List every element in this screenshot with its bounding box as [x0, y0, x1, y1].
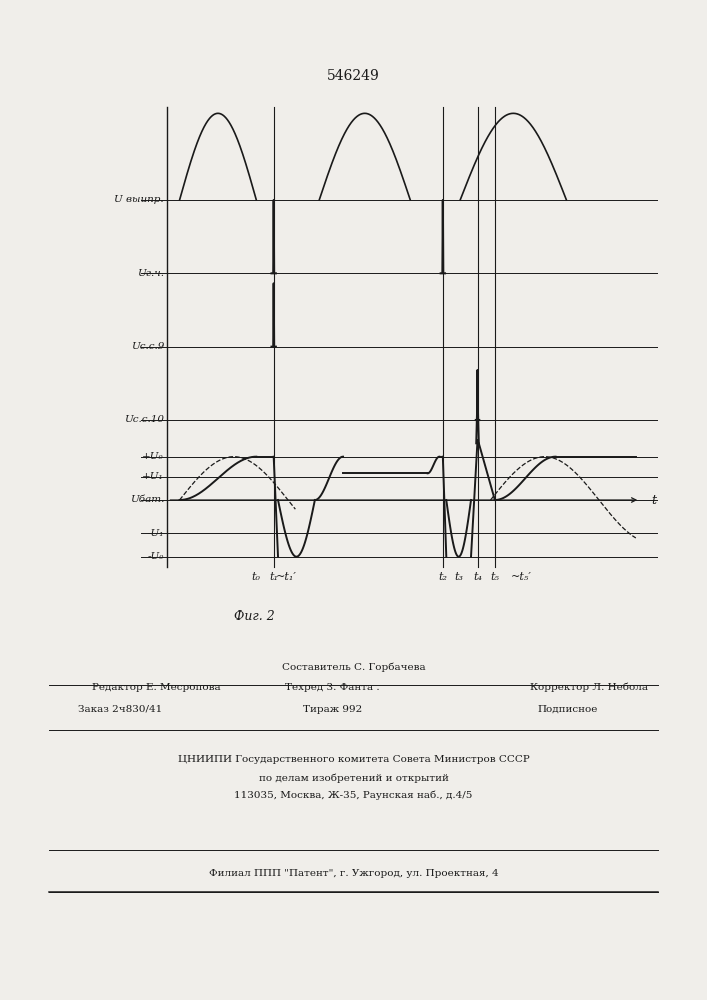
- Text: -U₁: -U₁: [148, 529, 164, 538]
- Text: Фиг. 2: Фиг. 2: [234, 609, 275, 622]
- Text: по делам изобретений и открытий: по делам изобретений и открытий: [259, 773, 448, 783]
- Text: Uг.ч.: Uг.ч.: [137, 269, 164, 278]
- Text: Техред 3. Фанта .: Техред 3. Фанта .: [285, 682, 380, 692]
- Text: Uс.с.10: Uс.с.10: [124, 416, 164, 424]
- Text: Корректор Л. Небола: Корректор Л. Небола: [530, 682, 648, 692]
- Text: Филиал ППП "Патент", г. Ужгород, ул. Проектная, 4: Филиал ППП "Патент", г. Ужгород, ул. Про…: [209, 868, 498, 878]
- Text: t₂: t₂: [438, 572, 448, 582]
- Text: -U₀: -U₀: [148, 552, 164, 561]
- Text: 113035, Москва, Ж-35, Раунская наб., д.4/5: 113035, Москва, Ж-35, Раунская наб., д.4…: [234, 790, 473, 800]
- Text: Uс.с.9: Uс.с.9: [131, 342, 164, 351]
- Text: ~t₁′: ~t₁′: [276, 572, 297, 582]
- Text: ЦНИИПИ Государственного комитета Совета Министров СССР: ЦНИИПИ Государственного комитета Совета …: [177, 756, 530, 764]
- Text: t₁: t₁: [269, 572, 278, 582]
- Text: +U₁: +U₁: [142, 472, 164, 481]
- Text: t₅: t₅: [491, 572, 499, 582]
- Text: 546249: 546249: [327, 69, 380, 83]
- Text: Составитель С. Горбачева: Составитель С. Горбачева: [281, 662, 426, 672]
- Text: U выипр.: U выипр.: [115, 196, 164, 205]
- Text: t₄: t₄: [473, 572, 482, 582]
- Text: +U₀: +U₀: [142, 452, 164, 461]
- Text: t: t: [651, 493, 656, 506]
- Text: Uбат.: Uбат.: [129, 495, 164, 504]
- Text: Тираж 992: Тираж 992: [303, 704, 362, 714]
- Text: Заказ 2ч830/41: Заказ 2ч830/41: [78, 704, 162, 714]
- Text: ~t₅′: ~t₅′: [510, 572, 532, 582]
- Text: t₀: t₀: [252, 572, 261, 582]
- Text: Редактор Е. Месропова: Редактор Е. Месропова: [92, 682, 221, 692]
- Text: Подписное: Подписное: [537, 704, 597, 714]
- Text: t₃: t₃: [455, 572, 463, 582]
